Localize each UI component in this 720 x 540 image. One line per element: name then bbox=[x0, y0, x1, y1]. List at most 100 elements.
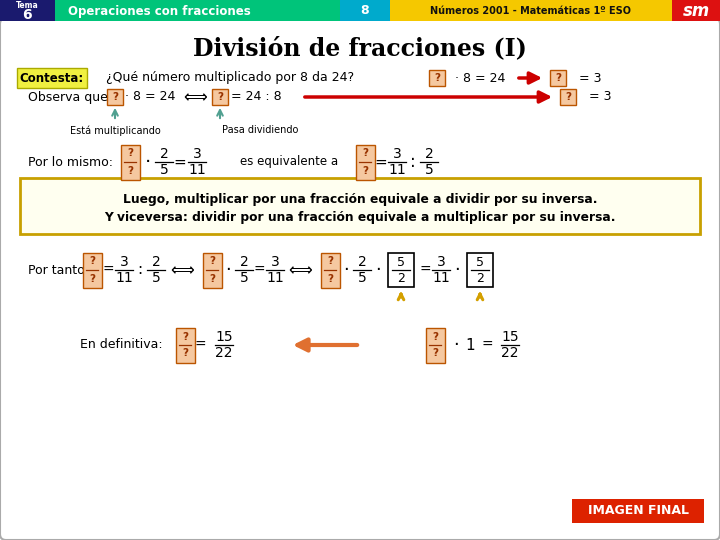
Text: =: = bbox=[174, 154, 186, 170]
Text: 1: 1 bbox=[465, 338, 474, 353]
Text: :: : bbox=[410, 153, 416, 171]
Bar bbox=[390, 0, 672, 21]
Text: IMAGEN FINAL: IMAGEN FINAL bbox=[588, 504, 688, 517]
Text: ?: ? bbox=[434, 73, 440, 83]
FancyBboxPatch shape bbox=[176, 327, 194, 362]
Text: ?: ? bbox=[209, 273, 215, 284]
Text: 3: 3 bbox=[271, 255, 279, 269]
Text: =: = bbox=[253, 263, 265, 277]
Text: 5: 5 bbox=[152, 271, 161, 285]
Text: ?: ? bbox=[217, 92, 223, 102]
Text: =: = bbox=[194, 338, 206, 352]
Text: :: : bbox=[138, 262, 143, 278]
Text: = 3: = 3 bbox=[589, 91, 611, 104]
Text: Y viceversa: dividir por una fracción equivale a multiplicar por su inversa.: Y viceversa: dividir por una fracción eq… bbox=[104, 211, 616, 224]
Text: ·: · bbox=[145, 152, 151, 172]
Text: Por tanto:: Por tanto: bbox=[28, 264, 89, 276]
Text: ?: ? bbox=[432, 348, 438, 359]
Text: 11: 11 bbox=[266, 271, 284, 285]
Text: ?: ? bbox=[432, 332, 438, 341]
Text: 3: 3 bbox=[392, 147, 401, 161]
Text: Operaciones con fracciones: Operaciones con fracciones bbox=[68, 4, 251, 17]
Text: 2: 2 bbox=[397, 272, 405, 285]
Text: 2: 2 bbox=[152, 255, 161, 269]
Text: ?: ? bbox=[327, 273, 333, 284]
Text: 3: 3 bbox=[120, 255, 128, 269]
Text: División de fracciones (I): División de fracciones (I) bbox=[193, 36, 527, 60]
Text: 3: 3 bbox=[193, 147, 202, 161]
Text: ?: ? bbox=[89, 273, 95, 284]
FancyBboxPatch shape bbox=[550, 70, 566, 86]
Text: Observa que:: Observa que: bbox=[28, 91, 112, 104]
Text: · 8 = 24: · 8 = 24 bbox=[455, 71, 505, 84]
Text: 2: 2 bbox=[160, 147, 168, 161]
FancyBboxPatch shape bbox=[320, 253, 340, 287]
Text: ?: ? bbox=[362, 148, 368, 159]
Text: ?: ? bbox=[327, 256, 333, 267]
Text: =: = bbox=[102, 263, 114, 277]
FancyBboxPatch shape bbox=[560, 89, 576, 105]
Text: 5: 5 bbox=[358, 271, 366, 285]
Text: 15: 15 bbox=[501, 330, 519, 344]
Text: ?: ? bbox=[182, 332, 188, 341]
Text: ?: ? bbox=[209, 256, 215, 267]
Text: 5: 5 bbox=[425, 163, 433, 177]
Text: ?: ? bbox=[555, 73, 561, 83]
Text: · 8 = 24: · 8 = 24 bbox=[125, 91, 175, 104]
Text: 11: 11 bbox=[115, 271, 133, 285]
Text: ⟺: ⟺ bbox=[170, 261, 194, 279]
Text: 2: 2 bbox=[476, 272, 484, 285]
Text: 5: 5 bbox=[476, 255, 484, 268]
Bar bbox=[340, 0, 390, 21]
FancyBboxPatch shape bbox=[20, 178, 700, 234]
FancyBboxPatch shape bbox=[429, 70, 445, 86]
Text: ·: · bbox=[375, 261, 381, 279]
FancyBboxPatch shape bbox=[426, 327, 444, 362]
Text: ·: · bbox=[225, 261, 231, 279]
Text: ?: ? bbox=[362, 165, 368, 176]
Text: 15: 15 bbox=[215, 330, 233, 344]
Text: Pasa dividiendo: Pasa dividiendo bbox=[222, 125, 298, 135]
Text: ⟺: ⟺ bbox=[183, 88, 207, 106]
Text: =: = bbox=[374, 154, 387, 170]
Text: ·: · bbox=[453, 336, 459, 354]
FancyBboxPatch shape bbox=[202, 253, 222, 287]
Bar bbox=[0, 0, 55, 21]
Text: 11: 11 bbox=[432, 271, 450, 285]
Text: 2: 2 bbox=[425, 147, 433, 161]
Text: ?: ? bbox=[89, 256, 95, 267]
Text: =: = bbox=[481, 338, 492, 352]
Text: 5: 5 bbox=[397, 255, 405, 268]
Text: 6: 6 bbox=[22, 8, 32, 22]
Text: ?: ? bbox=[182, 348, 188, 359]
Text: 2: 2 bbox=[240, 255, 248, 269]
Text: 5: 5 bbox=[160, 163, 168, 177]
FancyBboxPatch shape bbox=[356, 145, 374, 179]
Text: ?: ? bbox=[565, 92, 571, 102]
Text: =: = bbox=[419, 263, 431, 277]
Text: 3: 3 bbox=[436, 255, 446, 269]
Text: Números 2001 - Matemáticas 1º ESO: Números 2001 - Matemáticas 1º ESO bbox=[430, 6, 631, 16]
Bar bbox=[672, 0, 720, 21]
Text: 22: 22 bbox=[215, 346, 233, 360]
Text: ?: ? bbox=[112, 92, 118, 102]
Text: En definitiva:: En definitiva: bbox=[80, 339, 163, 352]
Text: 5: 5 bbox=[240, 271, 248, 285]
Text: es equivalente a: es equivalente a bbox=[240, 156, 338, 168]
Text: ¿Qué número multiplicado por 8 da 24?: ¿Qué número multiplicado por 8 da 24? bbox=[106, 71, 354, 84]
Text: Por lo mismo:: Por lo mismo: bbox=[28, 156, 113, 168]
Bar bbox=[467, 253, 493, 287]
Text: Está multiplicando: Está multiplicando bbox=[70, 125, 161, 136]
Text: ?: ? bbox=[127, 148, 133, 159]
Text: ?: ? bbox=[127, 165, 133, 176]
Text: ⟺: ⟺ bbox=[288, 261, 312, 279]
Text: 2: 2 bbox=[358, 255, 366, 269]
FancyBboxPatch shape bbox=[120, 145, 140, 179]
Text: ·: · bbox=[343, 261, 349, 279]
Text: sm: sm bbox=[683, 2, 710, 20]
Text: ·: · bbox=[454, 261, 460, 279]
Text: 22: 22 bbox=[501, 346, 518, 360]
Bar bbox=[55, 0, 340, 21]
Text: 11: 11 bbox=[388, 163, 406, 177]
Text: 8: 8 bbox=[361, 4, 369, 17]
